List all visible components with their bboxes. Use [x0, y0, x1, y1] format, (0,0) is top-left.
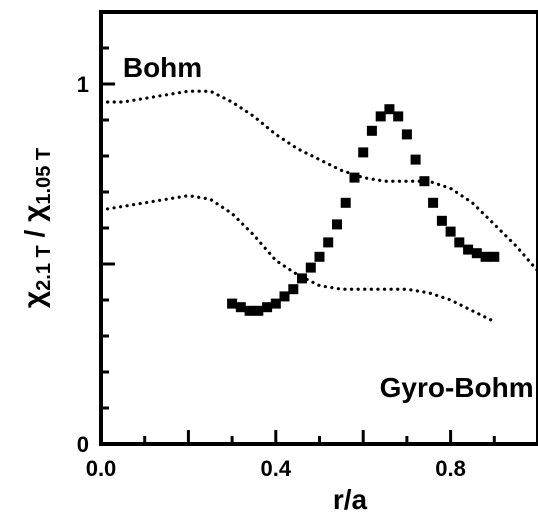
- measured-point: [445, 226, 456, 237]
- measured-point: [401, 129, 412, 140]
- measured-point: [428, 197, 439, 208]
- measured-point: [244, 305, 255, 316]
- measured-point: [471, 248, 482, 259]
- measured-point: [454, 237, 465, 248]
- measured-point: [332, 219, 342, 230]
- y-axis-label: χ2.1 T / χ1.05 T: [18, 148, 55, 308]
- measured-point: [262, 302, 273, 313]
- y-label-chi-2: χ: [18, 204, 51, 222]
- series-layer: [99, 89, 538, 324]
- measured-point: [235, 302, 246, 313]
- measured-point: [297, 273, 307, 284]
- gyro-bohm-annotation: Gyro-Bohm: [380, 372, 534, 403]
- measured-point: [323, 237, 334, 248]
- measured-series: [227, 104, 500, 316]
- y-label-slash: /: [19, 222, 50, 245]
- annotations-layer: Bohm Gyro-Bohm: [123, 52, 534, 403]
- gyro-bohm-scaling-line: [99, 193, 496, 324]
- x-axis-label: r/a: [333, 484, 368, 513]
- y-tick-labels: 01: [77, 72, 89, 457]
- x-tick-labels: 0.0 0.4 0.8: [86, 456, 466, 481]
- x-minor-ticks: [143, 430, 496, 444]
- measured-point: [305, 262, 316, 273]
- measured-point: [349, 172, 360, 183]
- measured-point: [279, 291, 290, 302]
- measured-point: [463, 244, 474, 255]
- y-label-sub-2: 1.05 T: [33, 148, 55, 205]
- measured-point: [410, 154, 421, 165]
- y-minor-ticks: [101, 46, 115, 410]
- y-tick-label: 1: [77, 72, 89, 97]
- measured-point: [314, 251, 325, 262]
- y-label-chi-1: χ: [18, 290, 51, 308]
- measured-point: [384, 104, 395, 115]
- measured-point: [340, 197, 351, 208]
- measured-point: [489, 251, 500, 262]
- measured-point: [480, 251, 491, 262]
- measured-point: [358, 147, 369, 158]
- measured-point: [288, 284, 299, 295]
- measured-point: [227, 298, 238, 309]
- measured-point: [436, 215, 447, 226]
- measured-point: [366, 125, 377, 136]
- measured-point: [393, 111, 404, 122]
- x-tick-label: 0.4: [261, 456, 292, 481]
- measured-point: [270, 298, 281, 309]
- bohm-scaling-line: [99, 89, 538, 273]
- measured-point: [375, 111, 386, 122]
- measured-point: [253, 305, 264, 316]
- y-tick-label: 0: [77, 432, 89, 457]
- bohm-annotation: Bohm: [123, 52, 202, 83]
- x-tick-label: 0.8: [435, 456, 466, 481]
- y-label-sub-1: 2.1 T: [33, 245, 55, 291]
- x-tick-label: 0.0: [86, 456, 117, 481]
